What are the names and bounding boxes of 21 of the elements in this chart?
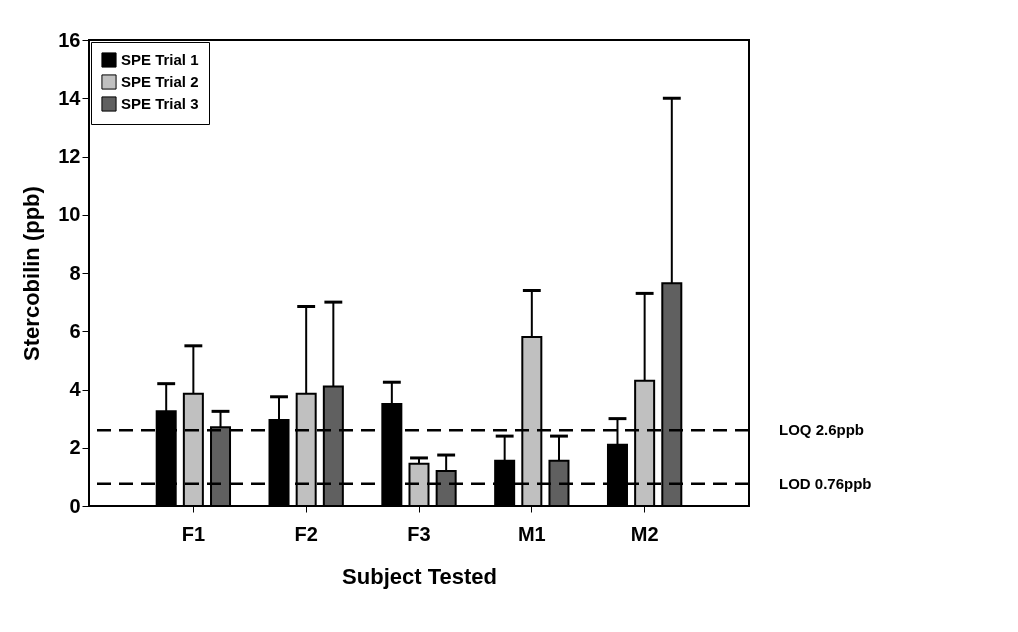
y-axis-title: Stercobilin (ppb) bbox=[19, 186, 45, 361]
y-tick-label: 16 bbox=[58, 28, 81, 51]
ref-line-label: LOQ 2.6ppb bbox=[779, 421, 865, 439]
x-tick-label: M1 bbox=[517, 522, 546, 545]
y-tick-label: 10 bbox=[58, 203, 81, 226]
x-axis-title: Subject Tested bbox=[342, 563, 497, 589]
x-tick-label: F3 bbox=[407, 522, 431, 545]
y-tick-label: 4 bbox=[69, 378, 82, 400]
y-tick-label: 2 bbox=[69, 436, 81, 459]
legend-label: SPE Trial 3 bbox=[121, 95, 199, 112]
y-tick-label: 14 bbox=[58, 86, 82, 109]
x-tick-label: F1 bbox=[181, 522, 206, 545]
legend-label: SPE Trial 1 bbox=[121, 51, 199, 68]
y-tick-label: 0 bbox=[69, 494, 81, 517]
x-tick-label: M2 bbox=[630, 522, 659, 545]
ref-line-label: LOD 0.76ppb bbox=[779, 474, 872, 492]
y-tick-label: 8 bbox=[69, 261, 81, 284]
y-tick-label: 6 bbox=[69, 319, 81, 342]
legend-label: SPE Trial 2 bbox=[121, 73, 199, 90]
y-tick-label: 12 bbox=[58, 145, 81, 167]
x-tick-label: F2 bbox=[294, 522, 318, 545]
